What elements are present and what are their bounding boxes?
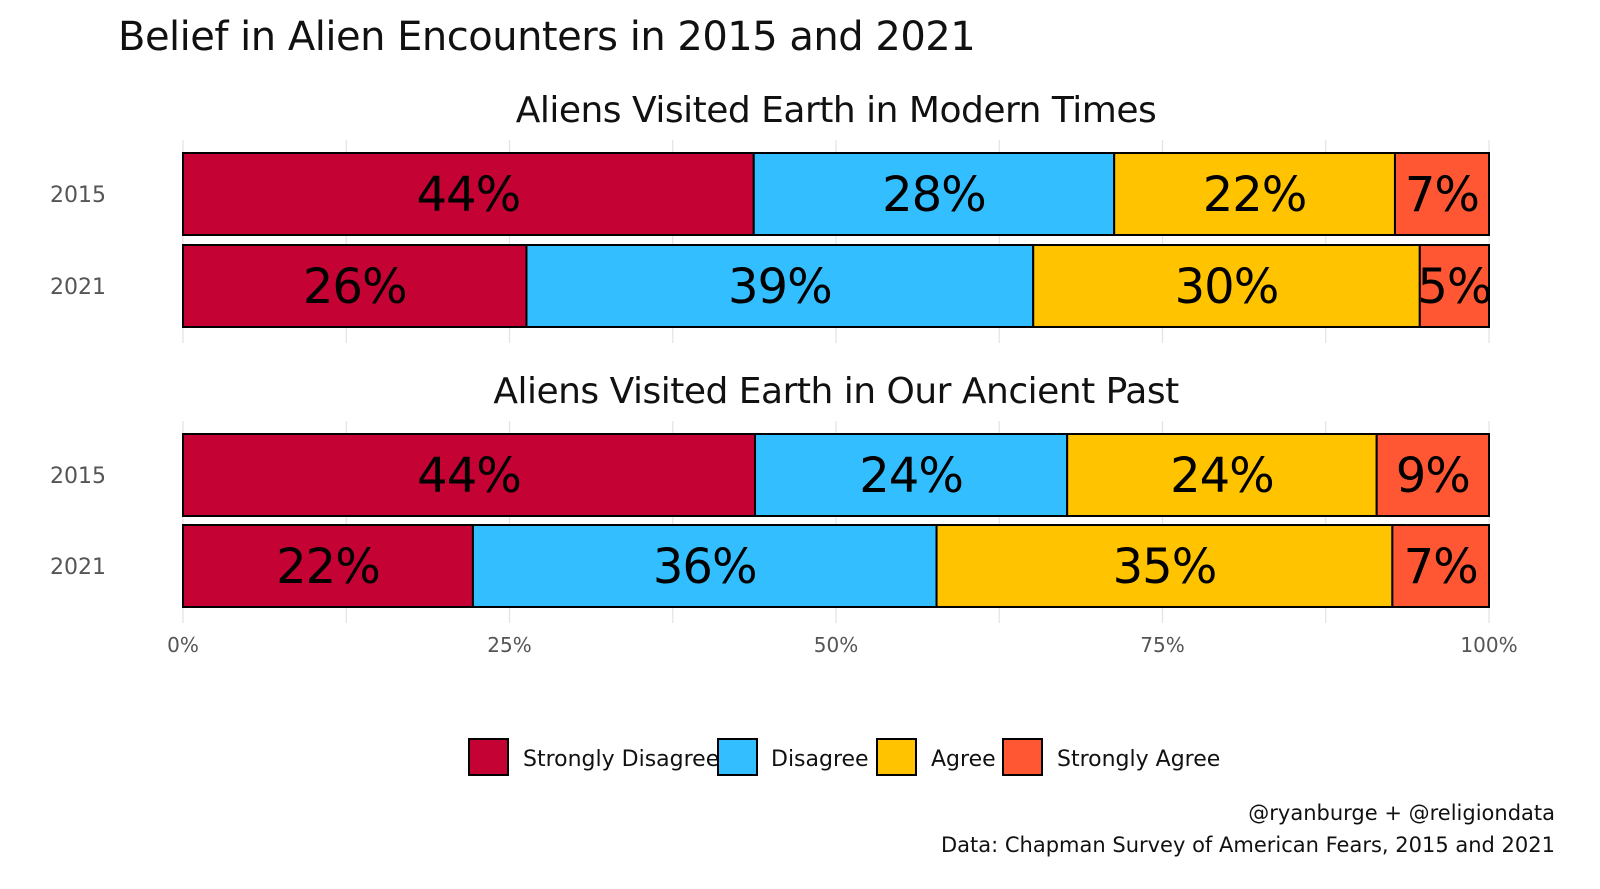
legend-label: Strongly Agree: [1057, 747, 1220, 772]
bar-value-label: 22%: [1203, 167, 1307, 223]
x-tick-label: 25%: [487, 633, 531, 657]
year-label: 2021: [50, 275, 106, 300]
bar-value-label: 28%: [882, 167, 986, 223]
bar-value-label: 35%: [1113, 539, 1217, 595]
bar-value-label: 39%: [728, 259, 832, 315]
panel-2: Aliens Visited Earth in Our Ancient Past…: [50, 371, 1490, 623]
legend-swatch: [468, 738, 509, 776]
year-label: 2015: [50, 464, 106, 489]
caption-line-1: @ryanburge + @religiondata: [1248, 801, 1555, 825]
bar-segment: [1113, 152, 1396, 236]
legend-label: Strongly Disagree: [523, 747, 719, 772]
bar-value-label: 44%: [417, 167, 521, 223]
bar-segment: [1393, 152, 1491, 236]
bar-value-label: 9%: [1396, 448, 1470, 504]
bar-value-label: 36%: [653, 539, 757, 595]
bar-value-label: 24%: [859, 448, 963, 504]
bar-segment: [935, 524, 1394, 608]
bar-value-label: 26%: [303, 259, 407, 315]
legend-item: Strongly Disagree: [468, 738, 719, 776]
legend: Strongly Disagree Disagree Agree Strongly A…: [468, 738, 1220, 776]
bar-segment: [1375, 433, 1490, 517]
x-tick-label: 0%: [167, 633, 199, 657]
bar-value-label: 30%: [1175, 259, 1279, 315]
bar-segment: [182, 524, 474, 608]
bar-segment: [752, 152, 1116, 236]
legend-item: Disagree: [717, 738, 869, 776]
bar-value-label: 24%: [1170, 448, 1274, 504]
legend-label: Agree: [931, 747, 996, 772]
bar-value-label: 7%: [1404, 539, 1478, 595]
bar-segment: [1418, 244, 1490, 328]
panel-1: Aliens Visited Earth in Modern Times 2015…: [50, 90, 1492, 343]
x-tick-label: 75%: [1140, 633, 1184, 657]
bar-value-label: 7%: [1405, 167, 1479, 223]
legend-item: Strongly Agree: [1002, 738, 1220, 776]
legend-swatch: [1002, 738, 1043, 776]
x-tick-label: 100%: [1460, 633, 1517, 657]
chart-panels: Aliens Visited Earth in Modern Times 2015…: [50, 90, 1492, 623]
year-label: 2015: [50, 183, 106, 208]
bar-segment: [182, 244, 528, 328]
bar-segment: [471, 524, 938, 608]
panel-title: Aliens Visited Earth in Our Ancient Past: [493, 371, 1179, 412]
bar-value-label: 22%: [276, 539, 380, 595]
bar-segment: [754, 433, 1069, 517]
bar-segment: [1391, 524, 1490, 608]
legend-swatch: [876, 738, 917, 776]
bar-segment: [525, 244, 1035, 328]
panel-title: Aliens Visited Earth in Modern Times: [516, 90, 1157, 131]
bar-segment: [1032, 244, 1421, 328]
bar-value-label: 44%: [417, 448, 521, 504]
chart-title: Belief in Alien Encounters in 2015 and 2…: [118, 14, 975, 60]
caption-line-2: Data: Chapman Survey of American Fears, …: [941, 833, 1555, 857]
legend-item: Agree: [876, 738, 996, 776]
legend-swatch: [717, 738, 758, 776]
year-label: 2021: [50, 555, 106, 580]
legend-label: Disagree: [771, 747, 869, 772]
x-tick-label: 50%: [814, 633, 858, 657]
bar-value-label: 5%: [1417, 259, 1491, 315]
